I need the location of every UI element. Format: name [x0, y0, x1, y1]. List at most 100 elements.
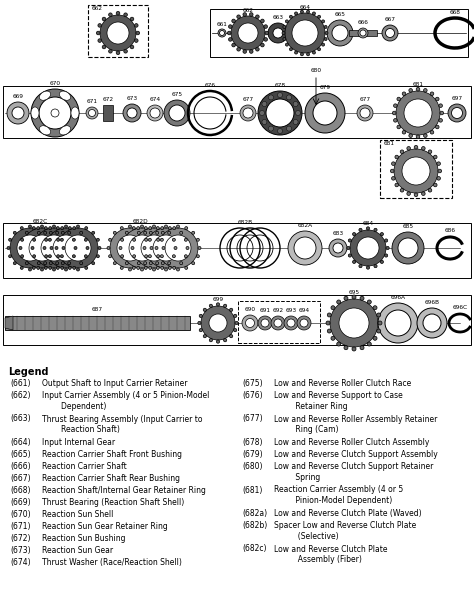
Text: Low and Reverse Clutch Plate
          Assembly (Fiber): Low and Reverse Clutch Plate Assembly (F… — [274, 544, 388, 565]
Circle shape — [25, 262, 28, 264]
Circle shape — [398, 238, 418, 258]
Bar — [5, 316, 190, 330]
Circle shape — [374, 264, 377, 267]
Circle shape — [13, 231, 16, 234]
Circle shape — [132, 266, 135, 269]
Circle shape — [61, 262, 64, 264]
Circle shape — [165, 235, 191, 261]
Circle shape — [86, 247, 89, 250]
Text: (682a): (682a) — [242, 509, 267, 518]
Circle shape — [68, 266, 71, 269]
Circle shape — [191, 231, 195, 234]
Circle shape — [234, 314, 237, 317]
Circle shape — [385, 310, 411, 336]
Circle shape — [185, 266, 188, 269]
Circle shape — [36, 266, 40, 269]
Circle shape — [326, 321, 330, 325]
Circle shape — [439, 104, 442, 107]
Circle shape — [131, 247, 134, 250]
Circle shape — [155, 262, 159, 264]
Text: Low and Reverse Clutch Plate (Waved): Low and Reverse Clutch Plate (Waved) — [274, 509, 422, 518]
Circle shape — [96, 255, 100, 258]
Circle shape — [161, 227, 164, 229]
Text: (666): (666) — [10, 462, 31, 471]
Circle shape — [359, 228, 362, 231]
Circle shape — [122, 228, 162, 268]
Circle shape — [297, 316, 311, 330]
Circle shape — [91, 231, 95, 234]
Circle shape — [318, 15, 320, 18]
Circle shape — [156, 266, 159, 269]
Circle shape — [120, 266, 123, 269]
Circle shape — [325, 31, 328, 34]
Circle shape — [44, 266, 47, 269]
Circle shape — [19, 247, 22, 250]
Circle shape — [153, 235, 179, 261]
Text: 676: 676 — [204, 83, 216, 88]
Circle shape — [264, 37, 267, 42]
Circle shape — [141, 235, 167, 261]
Circle shape — [218, 29, 226, 37]
Circle shape — [76, 268, 80, 271]
Circle shape — [150, 247, 153, 250]
Circle shape — [85, 227, 88, 229]
Circle shape — [76, 225, 80, 228]
Text: 692: 692 — [273, 308, 283, 313]
Circle shape — [145, 238, 147, 241]
Circle shape — [198, 321, 201, 324]
Circle shape — [56, 238, 60, 241]
Circle shape — [32, 266, 35, 269]
Circle shape — [421, 192, 425, 196]
Circle shape — [268, 23, 288, 43]
Circle shape — [150, 108, 160, 118]
Circle shape — [44, 231, 47, 234]
Circle shape — [448, 104, 466, 122]
Circle shape — [53, 268, 55, 271]
Circle shape — [258, 91, 302, 135]
Circle shape — [329, 239, 347, 257]
Bar — [3, 223, 471, 278]
Circle shape — [285, 43, 288, 46]
Circle shape — [102, 45, 106, 49]
Circle shape — [332, 25, 348, 41]
Circle shape — [137, 262, 140, 264]
Circle shape — [393, 104, 397, 107]
Circle shape — [391, 169, 394, 173]
Circle shape — [237, 47, 240, 51]
Circle shape — [196, 238, 200, 241]
Circle shape — [176, 225, 180, 228]
Circle shape — [274, 319, 282, 327]
Circle shape — [327, 329, 331, 333]
Circle shape — [436, 97, 439, 101]
Circle shape — [367, 300, 371, 304]
Circle shape — [98, 247, 101, 250]
Circle shape — [243, 108, 253, 118]
Circle shape — [62, 247, 65, 250]
Text: (682b): (682b) — [242, 521, 267, 530]
Circle shape — [414, 145, 418, 149]
Circle shape — [145, 255, 147, 258]
Circle shape — [173, 227, 176, 229]
Circle shape — [294, 12, 298, 15]
Circle shape — [186, 247, 189, 250]
Circle shape — [144, 227, 147, 229]
Text: Input Carrier Assembly (4 or 5 Pinion-Model
        Dependent): Input Carrier Assembly (4 or 5 Pinion-Mo… — [42, 391, 210, 411]
Circle shape — [44, 262, 47, 264]
Text: (674): (674) — [10, 558, 31, 567]
Text: Reaction Carrier Assembly (4 or 5
         Pinion-Model Dependent): Reaction Carrier Assembly (4 or 5 Pinion… — [274, 486, 403, 505]
Circle shape — [21, 238, 24, 241]
Circle shape — [37, 231, 40, 234]
Circle shape — [125, 262, 128, 264]
Text: 681: 681 — [384, 141, 395, 146]
Circle shape — [261, 319, 269, 327]
Circle shape — [402, 157, 430, 185]
Circle shape — [353, 232, 356, 236]
Circle shape — [249, 12, 253, 16]
Ellipse shape — [31, 107, 39, 119]
Circle shape — [25, 231, 28, 234]
Circle shape — [185, 227, 188, 229]
Text: (678): (678) — [242, 438, 263, 447]
Circle shape — [53, 235, 79, 261]
Circle shape — [268, 95, 273, 100]
Circle shape — [116, 11, 120, 15]
